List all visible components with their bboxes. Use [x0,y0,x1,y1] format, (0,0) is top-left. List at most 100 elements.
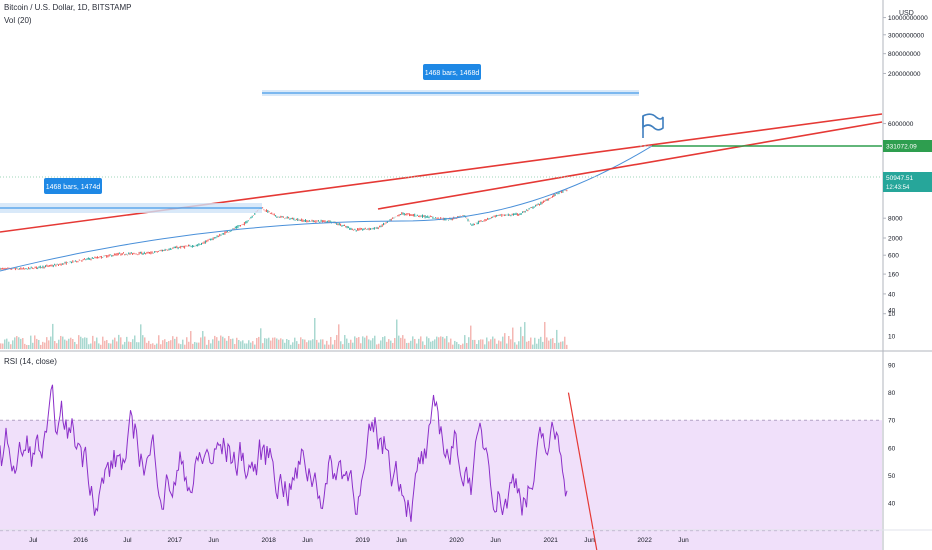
volume-bar [40,344,42,349]
volume-bar [484,344,486,349]
volume-bar [348,342,350,349]
volume-bar [556,329,558,349]
volume-bar [232,338,234,349]
volume-bar [118,334,120,349]
currency-label: USD [899,10,914,17]
volume-bar [416,343,418,349]
volume-bar [112,339,114,349]
rsi-tick-label: 70 [888,418,896,425]
volume-bar [482,339,484,349]
volume-bar [264,338,266,349]
volume-bar [462,343,464,349]
volume-bar [314,318,316,349]
volume-bar [542,341,544,349]
volume-bar [68,338,70,349]
volume-bar [114,337,116,349]
volume-bar [92,335,94,349]
volume-bar [364,337,366,349]
volume-bar [554,343,556,349]
price-tick-label: 10 [888,311,896,318]
volume-bar [310,340,312,349]
volume-bar [548,340,550,349]
volume-tick-label: 40 [888,308,896,315]
volume-bar [402,335,404,349]
rsi-tick-label: 50 [888,473,896,480]
volume-bar [522,336,524,349]
volume-bar [2,343,4,349]
rsi-tick-label: 80 [888,390,896,397]
volume-bar [532,344,534,349]
volume-bar [428,338,430,349]
volume-bar [170,340,172,349]
volume-bar [96,337,98,349]
measure-label-box-top [423,64,481,80]
volume-bar [452,344,454,349]
time-tick-label: 2016 [73,537,88,544]
volume-bar [438,337,440,349]
volume-tick-label: 10 [888,334,896,341]
volume-bar [376,344,378,349]
volume-bar [534,337,536,349]
volume-bar [126,336,128,349]
volume-bar [210,343,212,349]
volume-bar [472,339,474,349]
volume-bar [272,337,274,349]
time-tick-label: 2017 [168,537,183,544]
volume-bar [166,342,168,349]
volume-bar [216,337,218,349]
volume-bar [144,337,146,349]
current-price-tag [883,172,932,192]
volume-bar [460,344,462,349]
volume-bar [346,338,348,349]
volume-bar [186,337,188,349]
volume-bar [30,335,32,349]
volume-bar [392,342,394,349]
volume-bar [404,338,406,349]
volume-bar [312,339,314,349]
volume-bar [286,339,288,349]
volume-bar [214,335,216,349]
volume-bar [308,340,310,349]
volume-bar [388,339,390,349]
volume-bar [466,343,468,349]
volume-bar [158,335,160,349]
volume-bar [246,343,248,349]
volume-bar [528,340,530,349]
volume-bar [492,336,494,349]
volume-bar [250,342,252,349]
time-tick-label: Jun [396,537,407,544]
volume-bar [222,336,224,349]
volume-bar [280,338,282,349]
volume-bar [198,342,200,349]
volume-bar [498,340,500,349]
volume-bar [440,336,442,349]
volume-bar [458,344,460,349]
volume-bar [422,341,424,349]
volume-bar [26,344,28,349]
volume-bar [442,336,444,349]
volume-bar [518,341,520,349]
volume-bar [234,343,236,349]
flag-icon [642,113,664,131]
volume-bar [16,336,18,349]
volume-bar [136,342,138,349]
volume-bar [48,340,50,349]
volume-bar [340,341,342,349]
volume-bar [298,343,300,349]
volume-bar [28,344,30,349]
volume-bar [64,339,66,349]
volume-bar [360,343,362,349]
volume-bar [514,342,516,349]
volume-bar [122,344,124,349]
volume-bar [192,343,194,349]
volume-bar [150,343,152,349]
volume-bar [334,339,336,349]
volume-bar [262,343,264,349]
volume-bar [18,337,20,349]
volume-bar [362,336,364,349]
volume-bar [470,325,472,349]
volume-bar [218,340,220,349]
volume-bar [52,323,54,349]
volume-bar [102,336,104,349]
